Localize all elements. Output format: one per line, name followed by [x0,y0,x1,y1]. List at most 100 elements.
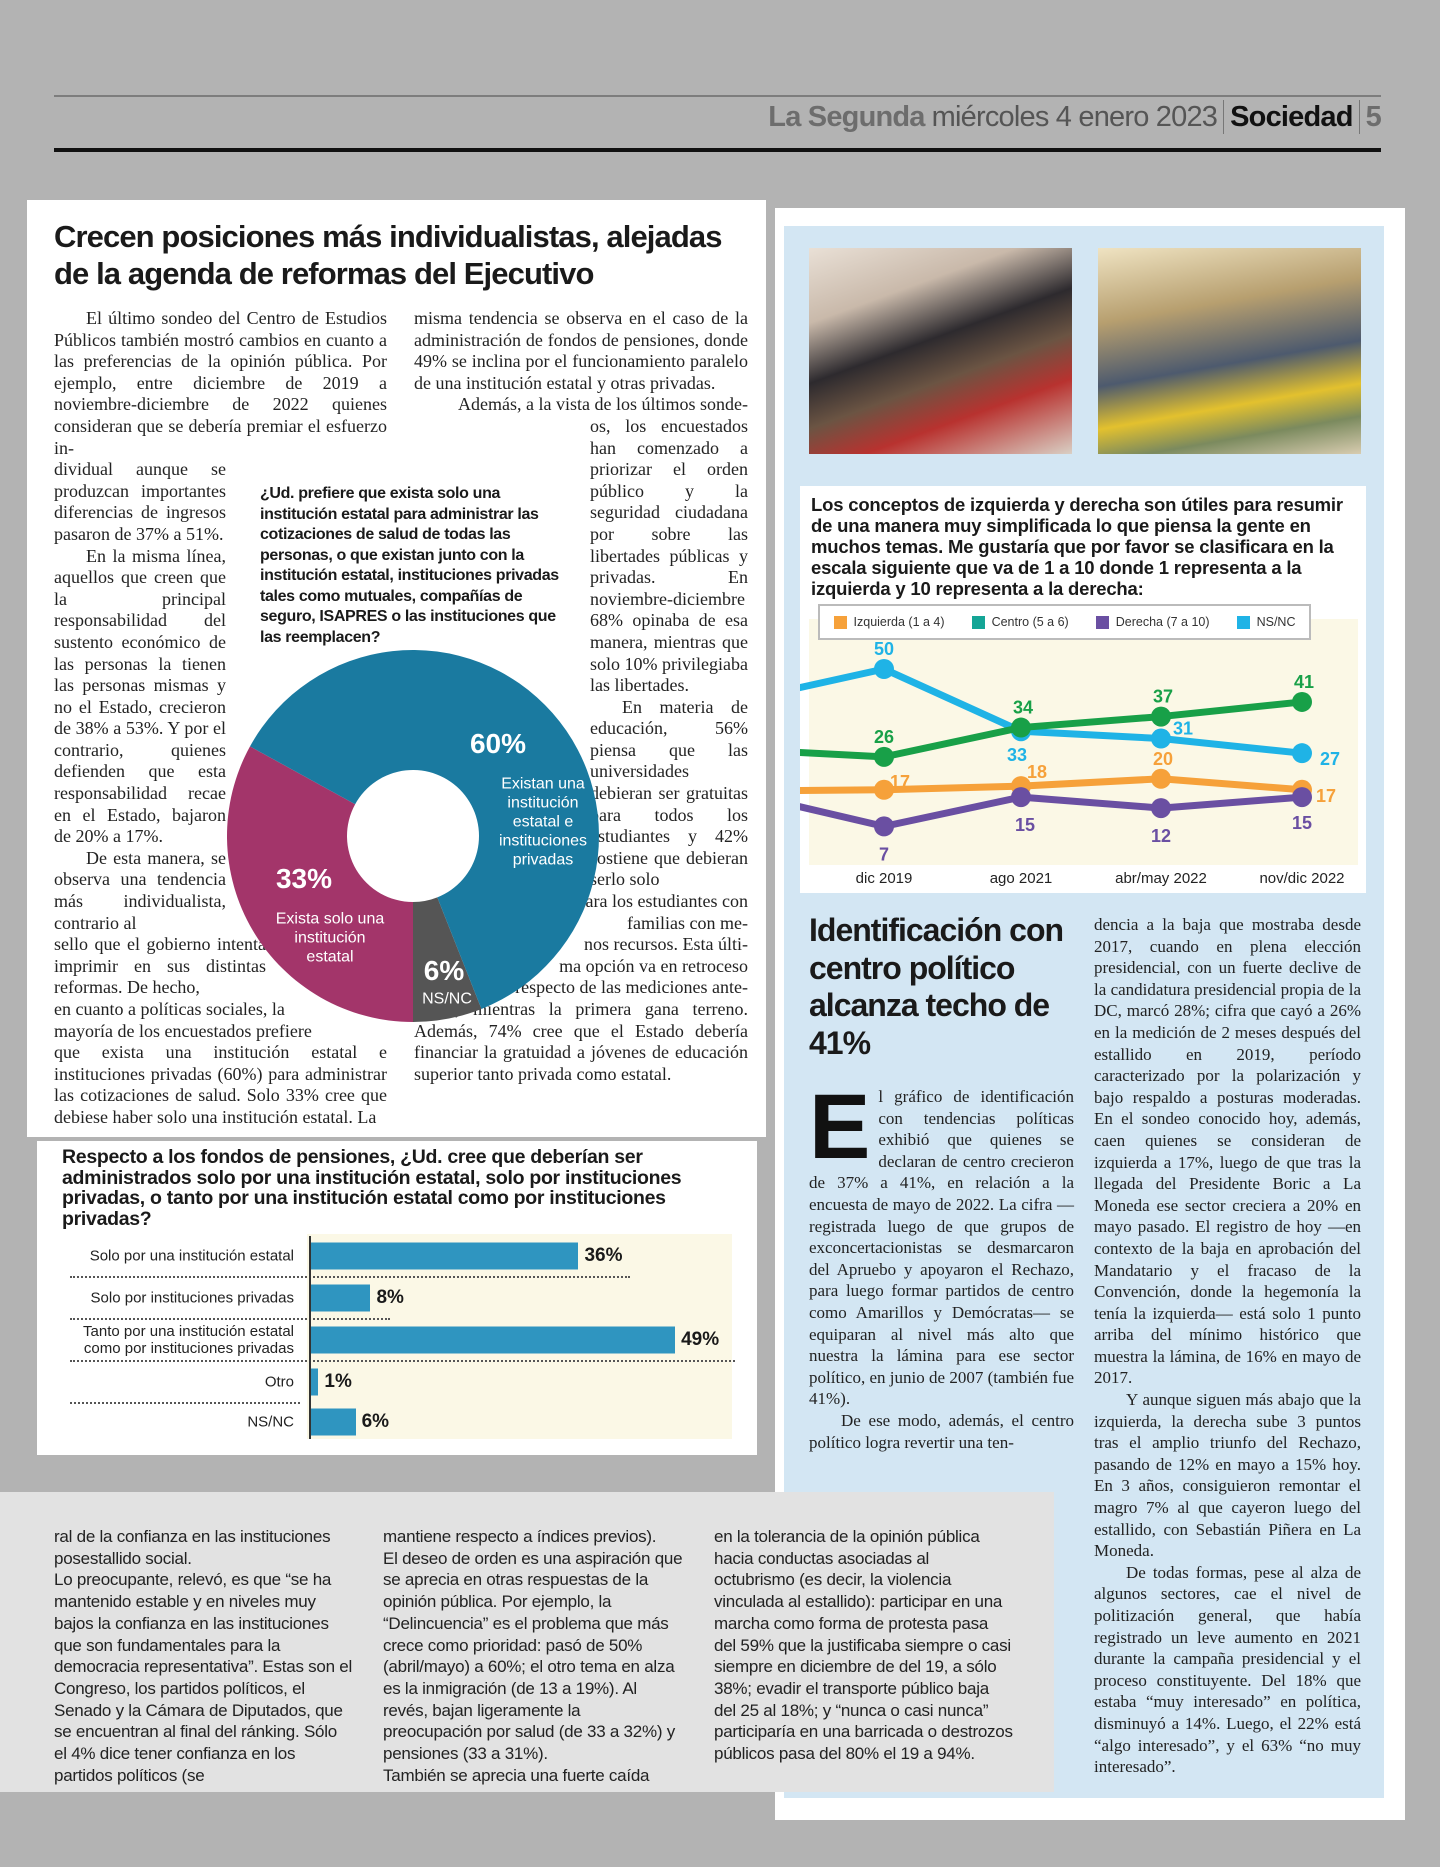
newspaper-name: La Segunda [768,100,925,133]
row-separator [70,1318,390,1320]
data-label: 20 [1153,749,1173,769]
legend-item: Derecha (7 a 10) [1095,615,1210,629]
drop-cap: E [809,1076,871,1178]
article-column: en la tolerancia de la opinión pública h… [714,1526,1014,1765]
data-point [1151,728,1171,749]
data-label: 7 [879,844,889,864]
news-photo [1098,248,1361,454]
paragraph: que exista una institución estatal e ins… [54,1042,387,1127]
bar-category-label: Otro [264,1373,294,1391]
donut-chart-question: ¿Ud. prefiere que exista solo una instit… [260,485,559,646]
slice-label: Existan una institución estatal e instit… [498,775,588,869]
bar-chart-question: Respecto a los fondos de pensiones, ¿Ud.… [62,1146,682,1230]
data-label: 18 [1027,762,1047,782]
x-tick-label: abr/may 2022 [1115,870,1207,887]
slice-label: NS/NC [422,990,472,1008]
paragraph: para los estudiantes con familias con me… [576,891,748,933]
data-label: 31 [1173,719,1193,739]
slice-state-only [227,746,413,1022]
bar-category-label: Solo por una institución estatal [89,1247,294,1265]
bar [311,1242,579,1270]
data-point [1292,787,1312,808]
bar-category-label: Tanto por una institución estatal como p… [83,1323,294,1357]
paragraph: De todas formas, pese al alza de algunos… [1094,1562,1361,1777]
slice-label: Exista solo una institución estatal [275,910,385,966]
article-column-1: El último sondeo del Centro de Estudios … [54,308,387,1129]
data-label: 37 [1153,687,1173,707]
data-point [1151,798,1171,819]
article-confidence-panel [0,1492,1054,1792]
data-label: 12 [1151,826,1171,846]
chart-legend: Izquierda (1 a 4) Centro (5 a 6) Derecha… [818,604,1311,640]
divider [1358,100,1360,134]
row-separator [70,1402,300,1404]
paragraph: De ese modo, además, el centro político … [809,1410,1074,1452]
article-column: dencia a la baja que mostraba desde 2017… [1094,914,1361,1778]
paragraph: En materia de educación, 56% piensa que … [590,696,748,890]
article-column: ral de la confianza en las instituciones… [54,1526,354,1786]
legend-item: Centro (5 a 6) [971,615,1069,629]
paragraph-text: l gráfico de identificación con tendenci… [809,1087,1074,1409]
bar [311,1326,676,1354]
line-chart-question: Los conceptos de izquierda y derecha son… [811,494,1343,599]
data-point [1292,743,1312,764]
row-separator [70,1360,735,1362]
x-tick-label: ago 2021 [990,870,1053,887]
data-point [1292,691,1312,712]
paragraph: dividual aunque se produzcan importantes… [54,459,226,544]
line-chart: 17 18 20 17 26 34 37 41 7 15 12 15 50 33 31 27 dic 2019 a… [800,619,1358,887]
masthead: La Segunda miércoles 4 enero 2023 Socied… [768,100,1382,134]
legend-swatch [833,615,847,629]
paragraph: Y aunque siguen más abajo que la izquier… [1094,1390,1361,1561]
divider [1223,100,1225,134]
data-label: 26 [874,727,894,747]
slice-nsnc [413,897,482,1022]
row-separator [70,1276,630,1278]
legend-swatch [1095,615,1109,629]
data-label: 33 [1007,745,1027,765]
slice-value-label: 6% [423,955,465,986]
data-point [1151,768,1171,789]
article-column-2: misma tendencia se observa en el caso de… [414,308,748,1085]
bar-value-label: 6% [361,1411,390,1432]
paragraph: riores, mientras la primera gana terreno… [414,999,748,1084]
data-label: 15 [1015,815,1035,835]
issue-date: miércoles 4 enero 2023 [931,100,1218,133]
paragraph: Además, a la vista de los últimos sonde- [458,394,748,415]
legend-label: NS/NC [1256,615,1296,629]
slice-mixed [250,650,599,1009]
data-point [874,746,894,767]
donut-chart [227,650,599,1022]
data-label: 17 [1316,786,1336,806]
paragraph: misma tendencia se observa en el caso de… [414,308,748,393]
paragraph: sello que el gobierno intenta imprimir e… [54,934,266,998]
legend-swatch [971,615,985,629]
data-label: 27 [1320,749,1340,769]
paragraph: También se aprecia una fuerte caída [383,1765,650,1785]
paragraph: nos recursos. Esta últi- [584,934,748,955]
page-number: 5 [1365,100,1382,133]
bar-value-label: 36% [584,1245,623,1266]
data-label: 34 [1013,698,1033,718]
paragraph: mayoría de los encuestados prefiere [54,1020,312,1041]
data-point [874,816,894,837]
paragraph: ral de la confianza en las instituciones… [54,1527,331,1568]
bar-axis [309,1236,311,1439]
slice-value-label: 60% [469,728,527,759]
article-title: Crecen posiciones más individualistas, a… [54,219,722,291]
data-label: 15 [1292,813,1312,833]
paragraph: en la tolerancia de la opinión pública h… [714,1527,1013,1764]
data-point [874,779,894,800]
legend-label: Derecha (7 a 10) [1115,615,1210,629]
paragraph: El último sondeo del Centro de Estudios … [54,308,387,458]
paragraph: dencia a la baja que mostraba desde 2017… [1094,915,1361,1388]
x-tick-label: nov/dic 2022 [1259,870,1344,887]
legend-label: Izquierda (1 a 4) [853,615,945,629]
bar-category-label: NS/NC [247,1413,294,1431]
data-label: 41 [1294,672,1314,692]
bar-value-label: 8% [376,1287,404,1308]
paragraph: os, los encuestados han comenzado a prio… [590,415,748,696]
data-point [1011,717,1031,738]
